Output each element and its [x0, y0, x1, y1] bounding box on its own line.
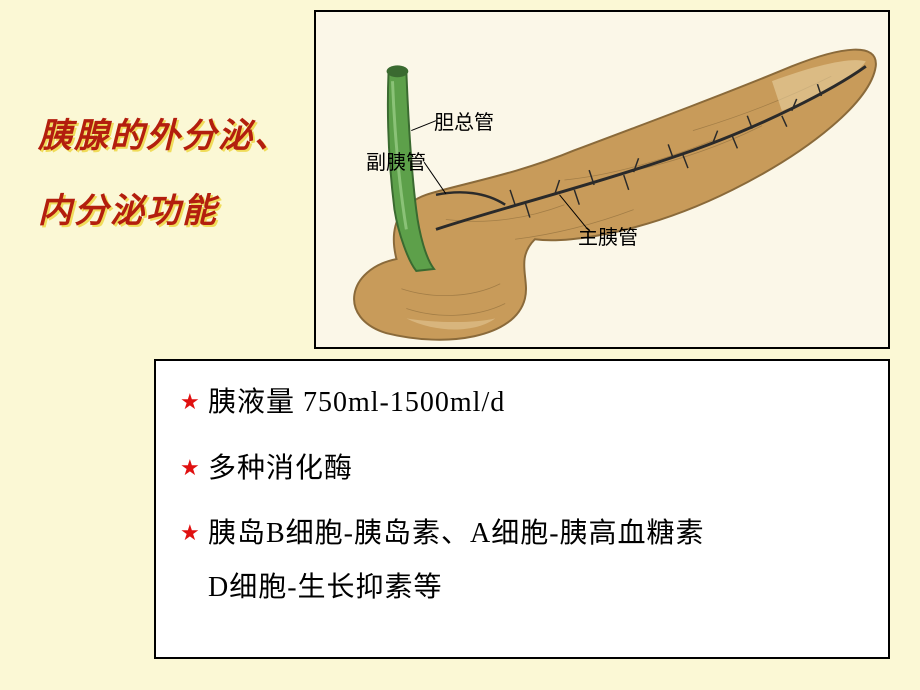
label-accessory-duct: 副胰管 — [366, 146, 426, 175]
title-line-1: 胰腺的外分泌、 胰腺的外分泌、 — [38, 100, 318, 175]
pancreas-diagram: 胆总管 副胰管 主胰管 — [314, 10, 890, 349]
bullet-text-1: 胰液量 750ml-1500ml/d — [208, 379, 505, 427]
bullet-3: ★ 胰岛B细胞-胰岛素、A细胞-胰高血糖素 — [180, 510, 864, 558]
star-icon: ★ — [180, 383, 208, 420]
title-fg-1: 胰腺的外分泌、 — [38, 118, 290, 155]
content-box: ★ 胰液量 750ml-1500ml/d ★ 多种消化酶 ★ 胰岛B细胞-胰岛素… — [154, 359, 890, 659]
bullet-1: ★ 胰液量 750ml-1500ml/d — [180, 379, 864, 427]
star-icon: ★ — [180, 514, 208, 551]
title-line-2: 内分泌功能 内分泌功能 — [38, 175, 318, 250]
pancreas-svg — [316, 12, 888, 347]
title-fg-2: 内分泌功能 — [38, 193, 218, 230]
bullet-text-2: 多种消化酶 — [208, 445, 353, 493]
bullet-2: ★ 多种消化酶 — [180, 445, 864, 493]
title-block: 胰腺的外分泌、 胰腺的外分泌、 内分泌功能 内分泌功能 — [38, 100, 318, 250]
bullet-text-3: 胰岛B细胞-胰岛素、A细胞-胰高血糖素 — [208, 510, 705, 558]
label-main-duct: 主胰管 — [578, 221, 638, 250]
label-bile-duct: 胆总管 — [434, 106, 494, 135]
star-icon: ★ — [180, 449, 208, 486]
bullet-3-continuation: D细胞-生长抑素等 — [208, 564, 864, 612]
